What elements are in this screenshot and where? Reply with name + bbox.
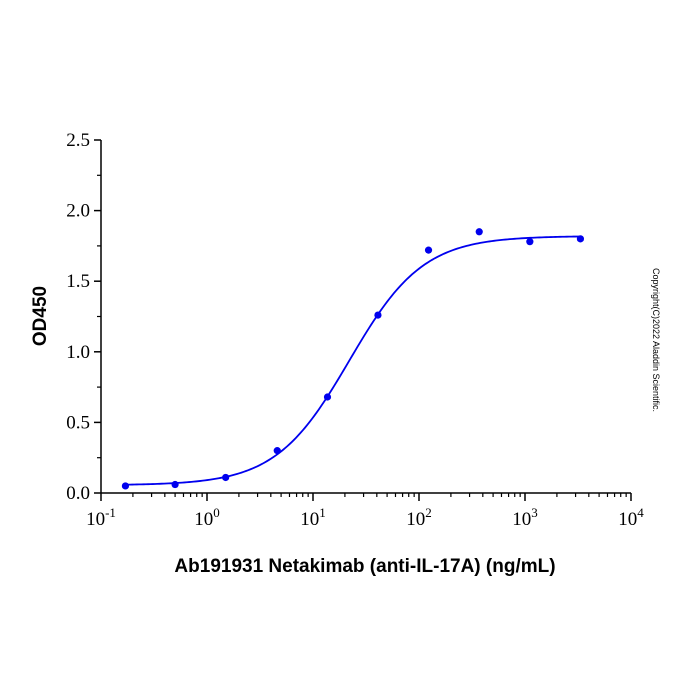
x-tick-label: 102 [406,505,432,530]
y-tick-label: 0.5 [66,412,90,433]
data-point [576,235,585,243]
data-points-layer [121,228,585,490]
x-tick-label: 100 [194,505,220,530]
x-tick-label: 101 [300,505,326,530]
y-tick-label: 0.0 [66,483,90,504]
copyright-notice: Copyright(C)2022 Aladdin Scientific. [651,268,661,412]
data-point [475,228,483,236]
data-point [171,480,179,489]
data-point [121,482,130,490]
x-tick-label: 103 [512,505,538,530]
axes: 0.0 0.5 1.0 1.5 2.0 2.5 10-1 100 101 102 103 104 [66,130,644,530]
x-tick-label: 104 [618,505,644,530]
data-point [526,238,534,246]
data-point [222,473,230,482]
x-tick-label: 10-1 [86,505,116,530]
fit-curve [125,235,581,486]
y-tick-label: 1.0 [66,342,90,363]
y-tick-label: 2.5 [66,130,90,151]
x-axis-title: Ab191931 Netakimab (anti-IL-17A) (ng/mL) [174,556,555,577]
data-point [323,393,332,401]
data-point [424,246,433,254]
y-tick-label: 1.5 [66,271,90,292]
fit-curve-layer [125,235,581,486]
data-point [273,447,281,455]
y-axis-title: OD450 [30,286,51,346]
y-tick-label: 2.0 [66,201,90,222]
data-point [374,311,382,319]
